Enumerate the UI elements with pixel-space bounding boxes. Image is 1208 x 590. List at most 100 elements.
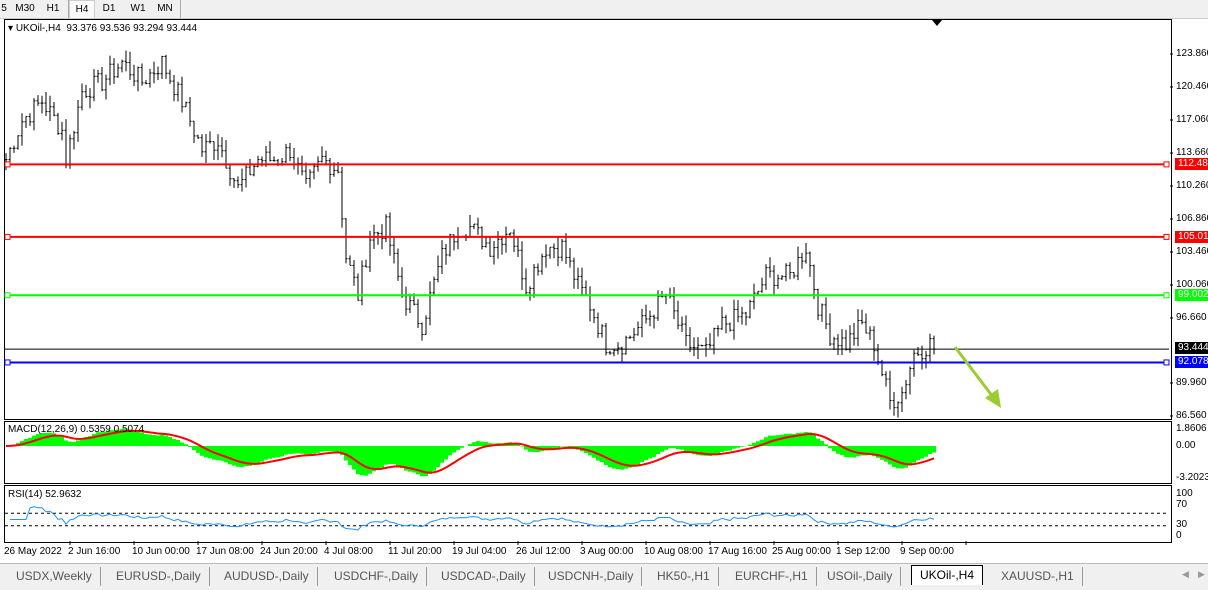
chart-tab[interactable]: HK50-,H1 [649,567,719,586]
macd-histogram-bar [332,446,336,451]
macd-histogram-bar [812,435,816,446]
macd-histogram-bar [68,442,72,446]
macd-histogram-bar [900,446,904,468]
chart-tab[interactable]: USDCHF-,Daily [326,567,427,586]
macd-histogram-bar [728,446,732,451]
chart-tab[interactable]: EURUSD-,Daily [108,567,210,586]
macd-histogram-bar [260,446,264,462]
macd-histogram-bar [924,446,928,457]
time-axis-label: 19 Jul 04:00 [452,546,507,557]
macd-histogram-bar [172,439,176,446]
macd-histogram-bar [736,446,740,448]
macd-histogram-bar [304,446,308,454]
price-axis-label: 113.660 [1176,147,1208,158]
macd-histogram-bar [932,446,936,453]
macd-histogram-bar [836,446,840,454]
trend-arrow-line [955,347,993,397]
macd-histogram-bar [732,446,736,449]
time-axis-label: 24 Jun 20:00 [260,546,318,557]
macd-histogram-bar [156,436,160,446]
macd-histogram-bar [60,437,64,446]
macd-histogram-bar [220,446,224,461]
price-axis-label: 110.260 [1176,180,1208,191]
chart-tab[interactable]: AUDUSD-,Daily [216,567,318,586]
time-axis-label: 4 Jul 08:00 [324,546,373,557]
time-axis-label: 9 Sep 00:00 [900,546,954,557]
time-axis-label: 10 Aug 08:00 [644,546,703,557]
symbol-label: UKOil-,H4 [16,23,61,34]
macd-histogram-bar [620,446,624,470]
macd-histogram-bar [252,446,256,465]
macd-histogram-bar [380,446,384,468]
macd-histogram-bar [436,446,440,467]
time-axis-label: 17 Aug 16:00 [708,546,767,557]
macd-histogram-bar [480,442,484,446]
macd-histogram-bar [684,446,688,451]
level-handle [1164,162,1169,167]
macd-histogram-bar [180,443,184,446]
macd-histogram-bar [312,446,316,454]
time-axis-label: 1 Sep 12:00 [836,546,890,557]
chart-tab[interactable]: EURCHF-,H1 [727,567,817,586]
time-axis-label: 10 Jun 00:00 [132,546,190,557]
price-axis-label: 106.860 [1176,213,1208,224]
macd-histogram-bar [828,446,832,448]
macd-histogram-bar [56,435,60,446]
chart-tab[interactable]: USDCAD-,Daily [433,567,535,586]
macd-histogram-bar [448,446,452,455]
macd-histogram-bar [676,446,680,449]
rsi-axis-30: 30 [1176,519,1187,530]
macd-histogram-bar [472,442,476,446]
level-handle [1164,234,1169,239]
macd-histogram-bar [636,446,640,465]
macd-histogram-bar [320,446,324,452]
chart-tab[interactable]: UKOil-,H4 [911,565,983,585]
macd-histogram-bar [444,446,448,460]
macd-histogram-bar [652,446,656,457]
macd-histogram-bar [240,446,244,467]
chart-tab[interactable]: XAUUSD-,H1 [993,567,1083,586]
time-axis-label: 11 Jul 20:00 [388,546,442,557]
macd-histogram-bar [324,446,328,451]
macd-histogram-bar [716,446,720,454]
price-axis-label: 96.660 [1176,312,1207,323]
macd-histogram-bar [608,446,612,467]
macd-histogram-bar [476,441,480,446]
macd-histogram-bar [668,446,672,448]
chart-tab[interactable]: USDX,Weekly [8,567,101,586]
chart-tab[interactable]: USDCNH-,Daily [540,567,642,586]
macd-histogram-bar [740,446,744,447]
macd-histogram-bar [400,446,404,468]
macd-histogram-bar [724,446,728,451]
macd-histogram-bar [376,446,380,469]
macd-histogram-bar [556,446,560,448]
tab-scroll-left-icon[interactable]: ◀ [1182,569,1189,580]
macd-histogram-bar [336,446,340,452]
macd-histogram-bar [720,446,724,452]
time-axis-label: 26 Jul 12:00 [516,546,571,557]
level-handle [1164,360,1169,365]
macd-histogram-bar [308,446,312,454]
macd-histogram-bar [632,446,636,466]
rsi-line [10,507,934,530]
tab-scroll-right-icon[interactable]: ▶ [1198,569,1205,580]
macd-histogram-bar [856,446,860,456]
macd-histogram-bar [820,441,824,446]
macd-histogram-bar [144,434,148,446]
macd-histogram-bar [276,446,280,457]
macd-histogram-bar [284,446,288,455]
price-axis-label: 123.860 [1176,48,1208,59]
macd-histogram-bar [780,435,784,446]
macd-histogram-bar [824,444,828,446]
macd-histogram-bar [232,446,236,466]
macd-histogram-bar [432,446,436,471]
macd-histogram-bar [148,435,152,446]
macd-histogram-bar [816,439,820,446]
macd-histogram-bar [680,446,684,450]
macd-histogram-bar [72,442,76,446]
macd-histogram-bar [440,446,444,463]
macd-histogram-bar [296,446,300,453]
macd-histogram-bar [184,444,188,446]
chart-tab[interactable]: USOil-,Daily [819,567,901,586]
